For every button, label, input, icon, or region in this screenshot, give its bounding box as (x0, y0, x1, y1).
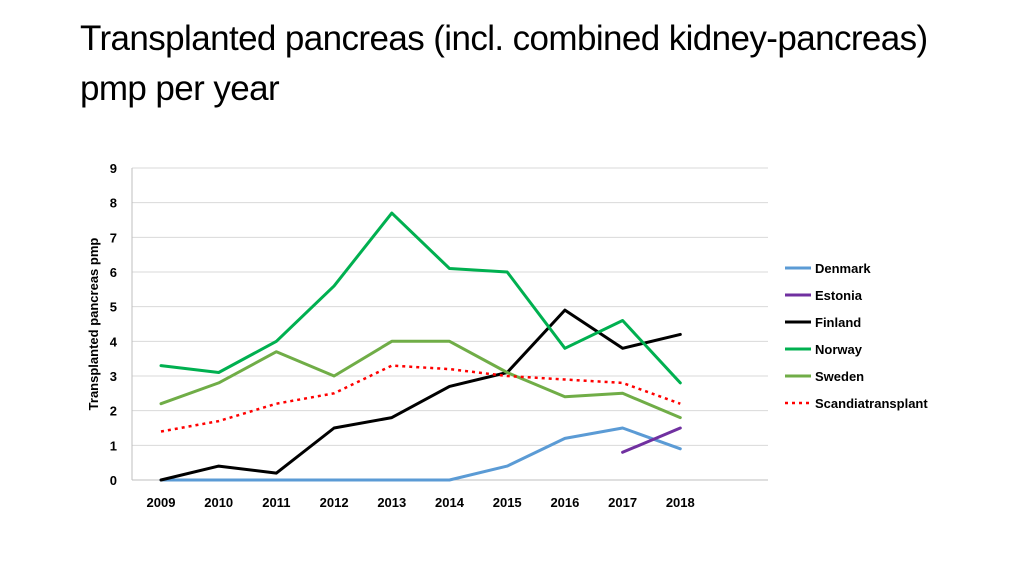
y-tick-label: 4 (110, 334, 118, 349)
series-line-scandiatransplant (160, 364, 681, 433)
y-tick-label: 8 (110, 196, 117, 211)
slide-title: Transplanted pancreas (incl. combined ki… (80, 19, 928, 108)
x-tick-label: 2009 (147, 495, 176, 510)
y-tick-labels: 0 1 2 3 4 5 6 7 8 9 (110, 161, 118, 488)
y-tick-label: 1 (110, 438, 117, 453)
x-tick-label: 2012 (320, 495, 349, 510)
legend-label: Norway (815, 342, 863, 357)
x-tick-label: 2015 (493, 495, 522, 510)
series-line-finland (159, 308, 682, 482)
x-tick-label: 2010 (204, 495, 233, 510)
x-tick-label: 2016 (550, 495, 579, 510)
legend-label: Sweden (815, 369, 864, 384)
x-tick-label: 2013 (377, 495, 406, 510)
y-tick-label: 2 (110, 404, 117, 419)
x-tick-label: 2011 (262, 495, 290, 510)
legend-label: Scandiatransplant (815, 396, 928, 411)
y-tick-label: 6 (110, 265, 117, 280)
x-tick-label: 2014 (435, 495, 465, 510)
series-line-norway (159, 211, 682, 385)
y-tick-label: 5 (110, 300, 117, 315)
legend-label: Finland (815, 315, 861, 330)
y-tick-label: 9 (110, 161, 117, 176)
y-axis-label: Transplanted pancreas pmp (86, 238, 101, 411)
legend: Denmark Estonia Finland Norway Sweden Scandia… (785, 261, 928, 411)
legend-label: Denmark (815, 261, 871, 276)
gridlines (132, 167, 768, 446)
y-tick-label: 3 (110, 369, 117, 384)
y-tick-label: 0 (110, 473, 117, 488)
axes (131, 168, 768, 481)
x-tick-label: 2018 (666, 495, 695, 510)
series-lines (159, 211, 682, 482)
series-line-denmark (159, 426, 682, 482)
x-tick-labels: 2009 2010 2011 2012 2013 2014 2015 2016 2017 2018 (147, 495, 695, 510)
y-tick-label: 7 (110, 230, 117, 245)
x-tick-label: 2017 (608, 495, 637, 510)
legend-label: Estonia (815, 288, 863, 303)
series-line-sweden (159, 339, 682, 420)
series-line-estonia (621, 426, 682, 454)
